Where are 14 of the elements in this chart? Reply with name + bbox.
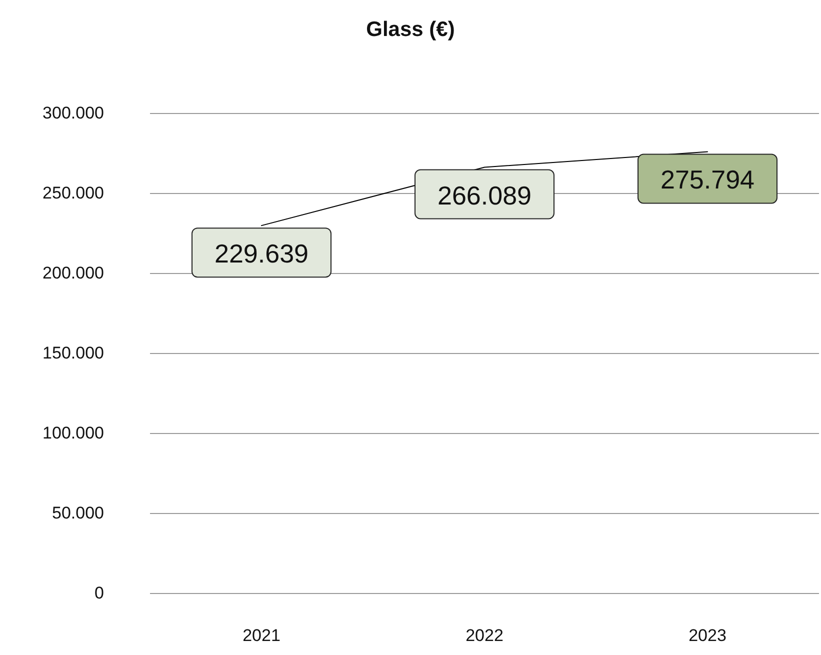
- y-tick-label: 150.000: [42, 344, 104, 362]
- x-tick-label: 2022: [466, 626, 504, 645]
- y-tick-label: 200.000: [42, 264, 104, 282]
- y-tick-label: 50.000: [52, 504, 104, 522]
- x-tick-label: 2021: [242, 626, 280, 645]
- x-tick-label: 2023: [688, 626, 726, 645]
- data-label: 266.089: [438, 180, 532, 210]
- y-tick-label: 300.000: [42, 104, 104, 122]
- data-label: 229.639: [214, 238, 308, 269]
- y-tick-label: 0: [94, 584, 104, 602]
- chart-title: Glass (€): [366, 18, 455, 41]
- y-tick-label: 100.000: [42, 424, 104, 442]
- data-label: 275.794: [660, 164, 754, 195]
- y-tick-label: 250.000: [42, 184, 104, 202]
